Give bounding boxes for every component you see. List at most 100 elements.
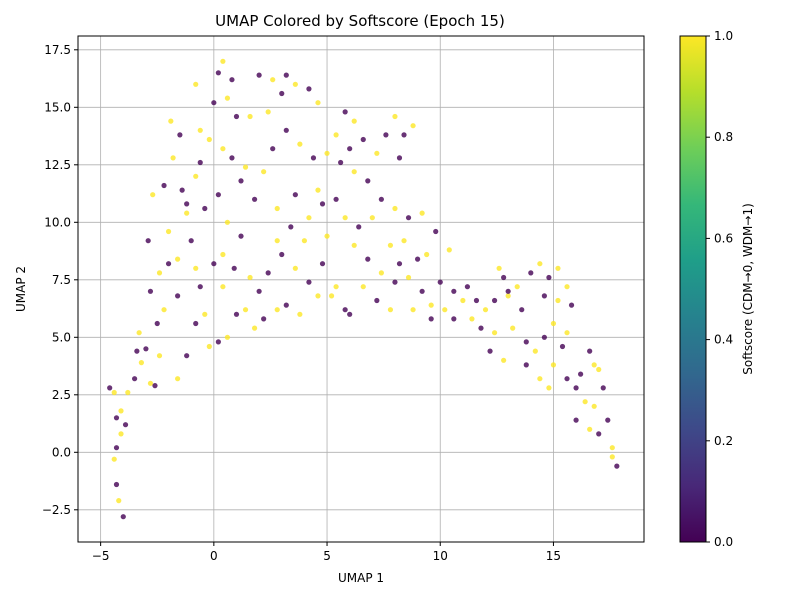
scatter-point <box>161 307 167 313</box>
scatter-point <box>347 146 353 152</box>
scatter-point <box>596 366 602 373</box>
scatter-point <box>609 445 615 451</box>
y-tick-label: 12.5 <box>44 158 71 172</box>
scatter-point <box>138 360 144 366</box>
scatter-point <box>591 403 597 409</box>
scatter-point <box>546 274 552 281</box>
scatter-point <box>261 169 267 175</box>
scatter-point <box>150 192 156 198</box>
y-tick-label: 0.0 <box>52 445 71 459</box>
scatter-point <box>369 215 375 221</box>
scatter-point <box>220 251 226 258</box>
scatter-point <box>523 362 529 368</box>
scatter-point <box>383 132 389 138</box>
scatter-point <box>360 136 366 143</box>
colorbar-tick-label: 0.2 <box>714 434 733 448</box>
scatter-point <box>134 348 140 354</box>
scatter-point <box>333 284 339 290</box>
scatter-point <box>356 224 362 230</box>
scatter-point <box>392 279 398 285</box>
scatter-point <box>231 265 237 271</box>
scatter-point <box>122 422 129 428</box>
scatter-point <box>274 307 280 313</box>
y-tick-label: 7.5 <box>52 273 71 287</box>
scatter-point <box>555 265 561 271</box>
scatter-point <box>184 201 190 207</box>
scatter-point <box>156 353 163 359</box>
scatter-point <box>256 288 262 294</box>
colorbar-tick-label: 0.6 <box>714 231 733 245</box>
scatter-point <box>202 311 208 317</box>
scatter-point <box>333 132 339 138</box>
scatter-point <box>184 210 190 216</box>
scatter-point <box>387 307 394 313</box>
scatter-point <box>482 307 489 313</box>
scatter-point <box>147 380 154 386</box>
scatter-point <box>211 100 217 106</box>
scatter-point <box>177 132 183 138</box>
scatter-point <box>501 274 507 281</box>
scatter-point <box>605 417 611 423</box>
scatter-point <box>292 265 298 271</box>
scatter-point <box>464 284 471 290</box>
scatter-point <box>224 95 231 101</box>
scatter-point <box>568 302 575 308</box>
scatter-point <box>292 192 298 198</box>
scatter-point <box>550 362 557 368</box>
scatter-point <box>270 77 276 83</box>
scatter-point <box>491 330 498 336</box>
scatter-point <box>184 353 190 359</box>
scatter-point <box>247 274 253 281</box>
scatter-point <box>401 132 407 138</box>
scatter-point <box>297 311 303 317</box>
scatter-point <box>251 325 258 331</box>
scatter-point <box>600 385 606 391</box>
y-tick-label: 15.0 <box>44 100 71 114</box>
y-tick-label: 2.5 <box>52 388 71 402</box>
scatter-point <box>242 164 249 170</box>
x-axis-ticks: −5 0 5 10 15 <box>92 542 561 563</box>
scatter-point <box>220 146 226 152</box>
scatter-point <box>360 284 366 290</box>
scatter-point <box>614 463 620 469</box>
scatter-point <box>154 320 160 327</box>
scatter-point <box>179 187 185 193</box>
scatter-point <box>319 261 326 267</box>
scatter-point <box>342 215 348 221</box>
scatter-point <box>175 293 181 299</box>
scatter-point <box>206 343 212 350</box>
scatter-point <box>315 187 321 193</box>
scatter-point <box>405 274 412 281</box>
scatter-point <box>113 481 120 488</box>
scatter-point <box>591 362 597 368</box>
scatter-point <box>351 118 357 124</box>
scatter-point <box>206 136 212 143</box>
scatter-point <box>365 178 371 184</box>
scatter-point <box>265 109 271 115</box>
scatter-point <box>233 311 240 317</box>
x-tick-label: 5 <box>323 549 331 563</box>
scatter-point <box>582 399 588 405</box>
scatter-point <box>242 307 249 313</box>
scatter-point <box>532 348 538 354</box>
scatter-point <box>247 113 253 120</box>
scatter-point <box>451 288 457 294</box>
scatter-point <box>145 238 151 244</box>
scatter-point <box>460 297 466 304</box>
scatter-point <box>306 215 312 221</box>
scatter-point <box>365 256 371 262</box>
scatter-point <box>261 316 267 322</box>
scatter-point <box>215 192 221 198</box>
scatter-point <box>451 316 457 322</box>
scatter-point <box>229 77 235 83</box>
scatter-point <box>270 146 276 152</box>
scatter-point <box>251 196 258 202</box>
scatter-point <box>152 383 158 389</box>
scatter-point <box>220 284 226 290</box>
scatter-point <box>170 155 176 161</box>
scatter-point <box>573 385 579 391</box>
scatter-point <box>306 279 312 285</box>
scatter-point <box>505 293 511 299</box>
scatter-point <box>609 454 615 460</box>
scatter-point <box>238 233 244 239</box>
